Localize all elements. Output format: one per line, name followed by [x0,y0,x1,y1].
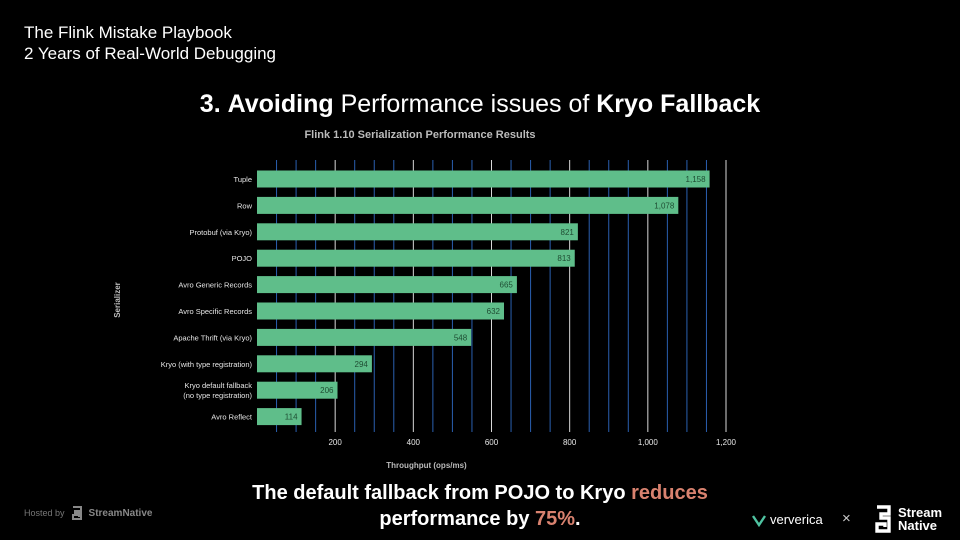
x-tick-label: 800 [563,438,577,447]
chart-title: Flink 1.10 Serialization Performance Res… [304,129,536,141]
category-label: Avro Specific Records [178,307,252,316]
x-tick-label: 600 [485,438,499,447]
bar-value-label: 632 [487,307,501,316]
category-label: Avro Reflect [211,413,253,422]
message-highlight-1: reduces [631,482,708,504]
streamnative-line-2: Native [898,518,938,533]
bar-value-label: 1,158 [686,175,707,184]
bar [257,196,679,214]
category-label: Apache Thrift (via Kryo) [173,333,252,342]
streamnative-mark-icon [875,505,891,533]
takeaway-message: The default fallback from POJO to Kryo r… [180,480,780,532]
hosted-by-brand: StreamNative [88,507,153,519]
category-label: (no type registration) [183,391,252,400]
message-highlight-2: 75% [535,508,576,530]
bar [257,381,338,399]
streamnative-logo: Stream Native [874,505,942,533]
bar [257,170,710,188]
section-title: 3. Avoiding Performance issues of Kryo F… [0,90,960,119]
bar-value-label: 665 [500,281,514,290]
bar-value-label: 813 [557,254,571,263]
category-label: Kryo (with type registration) [161,360,253,369]
bar [257,408,302,426]
section-bold-2: Kryo Fallback [596,90,761,118]
message-part-3: . [575,508,581,530]
x-tick-label: 200 [328,438,342,447]
hosted-by: Hosted by StreamNative [24,506,152,520]
ververica-logo: ververica [752,512,823,527]
bar-value-label: 114 [285,413,298,422]
category-label: Protobuf (via Kryo) [189,228,252,237]
bar [257,302,505,320]
bar [257,249,575,267]
message-part-2: performance by [379,508,535,530]
bar [257,355,372,373]
x-tick-label: 400 [407,438,421,447]
category-label: POJO [232,254,253,263]
bar [257,328,472,346]
cross-separator: × [842,510,851,527]
bar-value-label: 206 [320,386,334,395]
x-tick-label: 1,000 [638,438,659,447]
ververica-mark-icon [752,514,766,527]
streamnative-small-logo-icon [71,506,82,520]
category-label: Row [237,201,253,210]
bar [257,223,578,241]
streamnative-line-1: Stream [898,505,943,520]
section-bold-1: Avoiding [227,90,334,118]
bar-value-label: 294 [355,360,369,369]
message-part-1: The default fallback from POJO to Kryo [252,482,632,504]
hosted-by-label: Hosted by [24,508,65,518]
category-label: Tuple [234,175,252,184]
x-tick-label: 1,200 [716,438,737,447]
y-axis-label: Serializer [113,282,122,318]
section-number: 3. [199,90,221,118]
bar-value-label: 1,078 [654,201,675,210]
category-label: Avro Generic Records [178,281,252,290]
bar-value-label: 548 [454,333,468,342]
bar [257,276,517,294]
talk-title: The Flink Mistake Playbook 2 Years of Re… [24,22,276,64]
category-label: Kryo default fallback [184,381,252,390]
talk-title-line1: The Flink Mistake Playbook [24,23,232,42]
talk-title-line2: 2 Years of Real-World Debugging [24,44,277,63]
bar-value-label: 821 [561,228,575,237]
ververica-wordmark: ververica [770,512,823,527]
x-axis-label: Throughput (ops/ms) [386,461,467,470]
section-light: Performance issues of [340,90,590,118]
